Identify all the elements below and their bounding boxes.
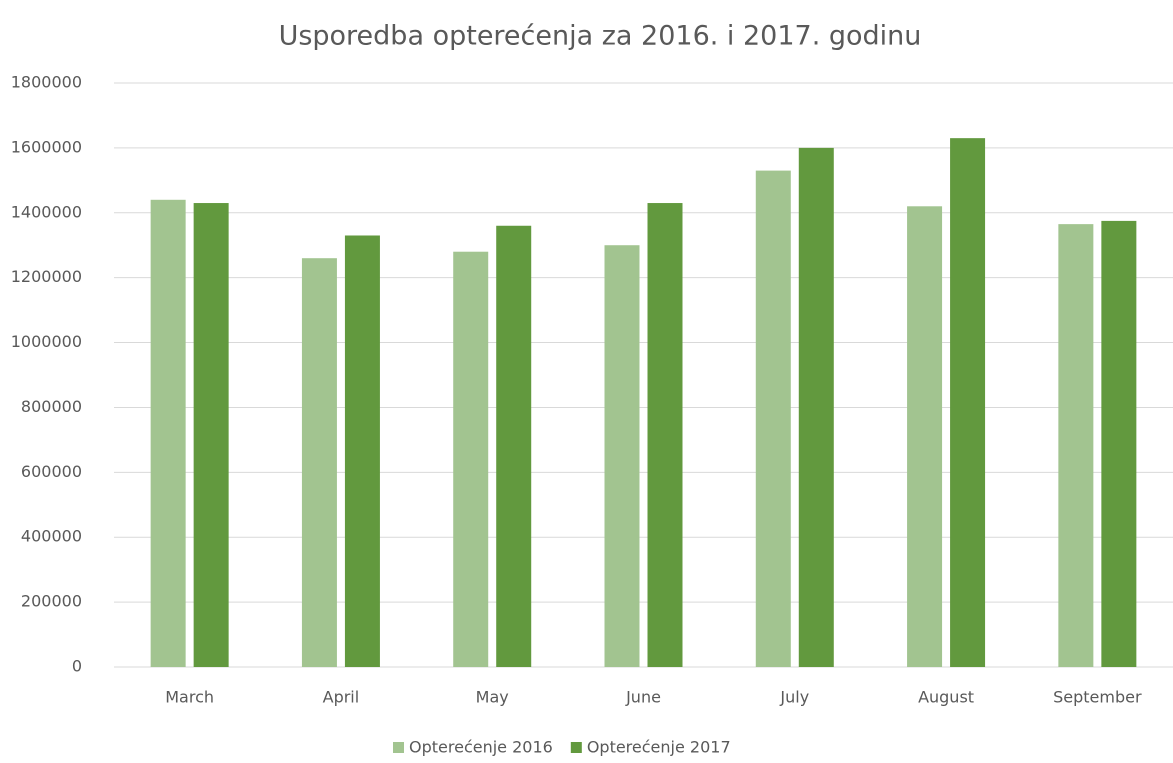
legend-label: Opterećenje 2016 <box>409 738 553 757</box>
x-tick-label: August <box>918 688 974 707</box>
bar <box>1058 224 1094 667</box>
bar <box>907 206 943 668</box>
y-tick-label: 1000000 <box>11 332 82 351</box>
y-tick-label: 1800000 <box>11 73 82 92</box>
x-tick-label: March <box>165 688 214 707</box>
x-tick-label: September <box>1053 688 1142 707</box>
bar <box>301 258 337 667</box>
x-tick-label: July <box>779 688 809 707</box>
x-tick-label: June <box>625 688 661 707</box>
chart-title: Usporedba opterećenja za 2016. i 2017. g… <box>279 21 922 52</box>
bar <box>950 138 986 668</box>
bar <box>453 251 489 667</box>
bar <box>604 245 640 667</box>
bar <box>1101 220 1137 667</box>
bar <box>496 225 532 667</box>
y-tick-label: 1400000 <box>11 202 82 221</box>
bar <box>150 199 186 668</box>
y-tick-label: 200000 <box>21 592 82 611</box>
y-tick-label: 600000 <box>21 462 82 481</box>
y-tick-label: 1200000 <box>11 267 82 286</box>
y-tick-label: 1600000 <box>11 137 82 156</box>
bar <box>344 235 380 667</box>
x-tick-label: April <box>323 688 360 707</box>
bar <box>193 203 229 668</box>
y-tick-label: 0 <box>72 657 82 676</box>
legend-label: Opterećenje 2017 <box>587 738 731 757</box>
bar <box>798 147 834 667</box>
legend-swatch <box>570 742 582 753</box>
y-tick-label: 800000 <box>21 397 82 416</box>
legend-swatch <box>393 742 404 753</box>
bar <box>647 203 683 668</box>
bar <box>755 170 791 667</box>
x-tick-label: May <box>476 688 509 707</box>
y-tick-label: 400000 <box>21 527 82 546</box>
